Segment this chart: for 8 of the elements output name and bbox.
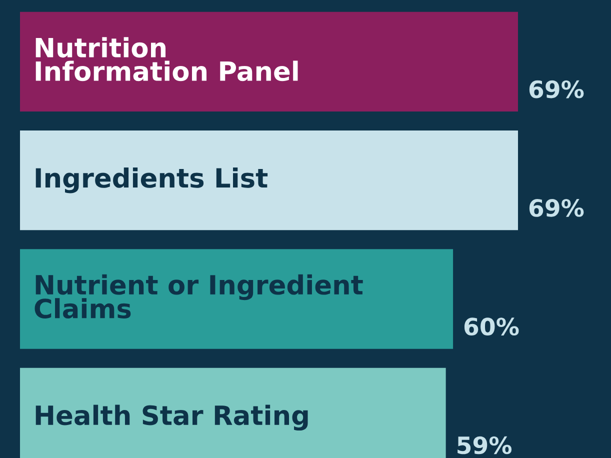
data-label: 59% [458, 436, 512, 454]
data-label: 60% [464, 318, 519, 336]
y-tick-label: Nutrient or Ingredient Claims [34, 274, 363, 319]
y-tick-label: Health Star Rating [36, 404, 308, 431]
data-label: 69% [529, 199, 584, 217]
y-tick-label: Nutrition Information Panel [36, 37, 298, 82]
data-label: 69% [529, 80, 584, 98]
y-tick-label: Ingredients List [36, 167, 268, 194]
